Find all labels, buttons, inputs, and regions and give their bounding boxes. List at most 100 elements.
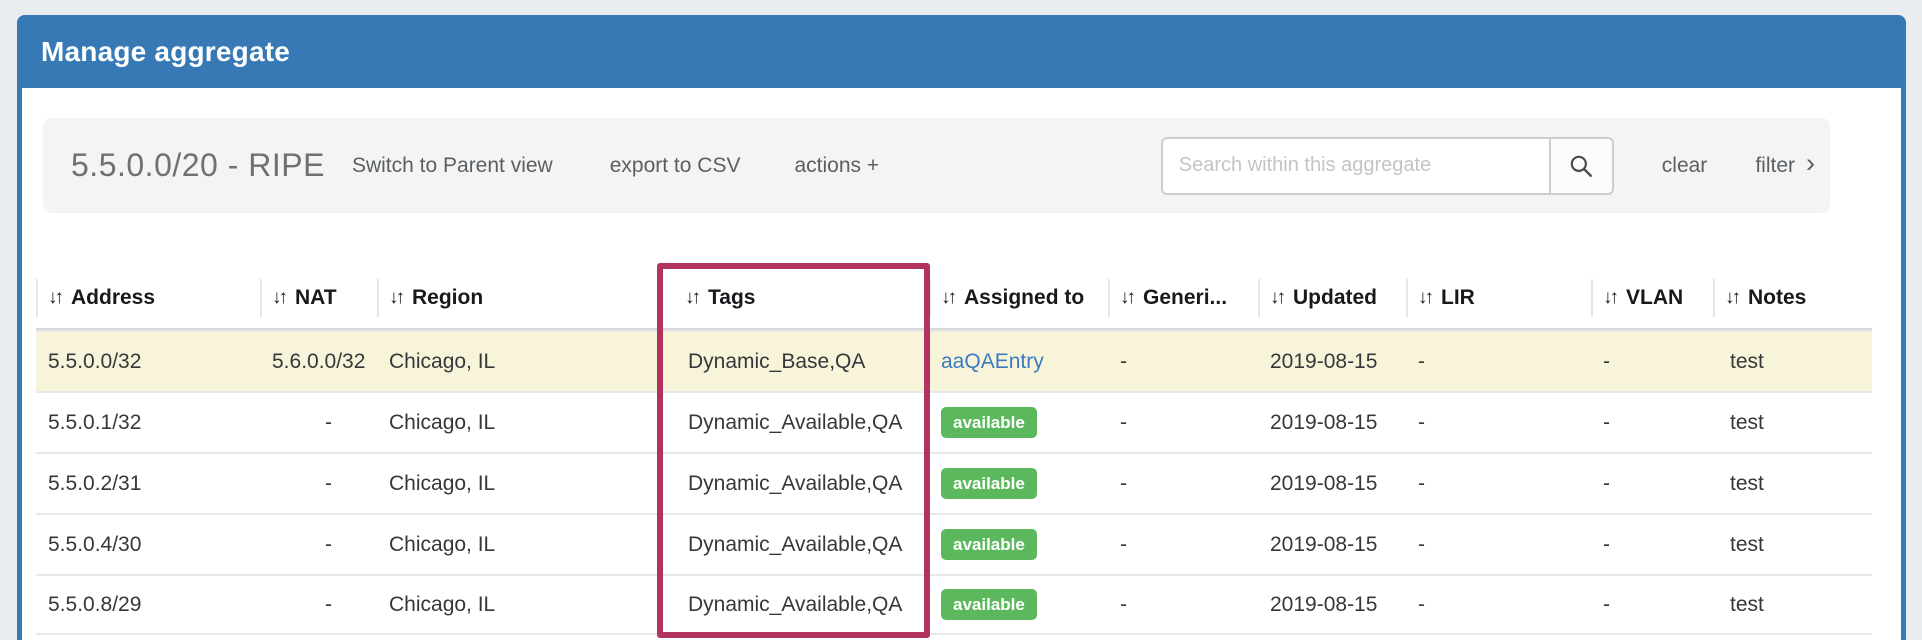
search-button[interactable] bbox=[1550, 136, 1614, 195]
col-header-label: Tags bbox=[708, 286, 756, 309]
panel-header: Manage aggregate bbox=[17, 15, 1906, 88]
page-title: Manage aggregate bbox=[41, 35, 291, 67]
cell-notes: test bbox=[1730, 471, 1764, 495]
col-header-lir[interactable]: ↓↑ LIR bbox=[1406, 268, 1591, 328]
cell-address: 5.5.0.8/29 bbox=[48, 592, 142, 616]
cell-region: Chicago, IL bbox=[389, 532, 496, 556]
cell-vlan: - bbox=[1603, 532, 1610, 556]
col-header-tags[interactable]: ↓↑ Tags bbox=[660, 268, 929, 328]
col-header-generic[interactable]: ↓↑ Generi... bbox=[1108, 268, 1258, 328]
cell-region: Chicago, IL bbox=[389, 349, 496, 373]
table-row[interactable]: 5.5.0.4/30 - Chicago, IL Dynamic_Availab… bbox=[36, 513, 1872, 574]
cell-assigned-to: available bbox=[929, 529, 1108, 560]
cell-generic: - bbox=[1120, 592, 1127, 616]
cell-vlan: - bbox=[1603, 349, 1610, 373]
col-header-nat[interactable]: ↓↑ NAT bbox=[260, 268, 377, 328]
table-row[interactable]: 5.5.0.1/32 - Chicago, IL Dynamic_Availab… bbox=[36, 391, 1872, 452]
sort-icon: ↓↑ bbox=[1120, 287, 1136, 308]
search-icon bbox=[1570, 155, 1593, 177]
chevron-right-icon: › bbox=[1806, 148, 1815, 178]
table-row[interactable]: 5.5.0.0/32 5.6.0.0/32 Chicago, IL Dynami… bbox=[36, 330, 1872, 391]
actions-menu-link[interactable]: actions + bbox=[794, 153, 880, 177]
cell-nat: - bbox=[325, 592, 332, 616]
table-header-row: ↓↑ Address ↓↑ NAT ↓↑ Region ↓↑ Tags ↓↑ Assign… bbox=[36, 268, 1872, 330]
cell-vlan: - bbox=[1603, 592, 1610, 616]
cell-notes: test bbox=[1730, 592, 1764, 616]
sort-icon: ↓↑ bbox=[1418, 287, 1434, 308]
col-header-assigned-to[interactable]: ↓↑ Assigned to bbox=[929, 268, 1108, 328]
sort-icon: ↓↑ bbox=[48, 287, 64, 308]
sort-icon: ↓↑ bbox=[272, 287, 288, 308]
cell-lir: - bbox=[1418, 471, 1425, 495]
sort-icon: ↓↑ bbox=[1603, 287, 1619, 308]
cell-generic: - bbox=[1120, 410, 1127, 434]
sort-icon: ↓↑ bbox=[1270, 287, 1286, 308]
assigned-entry-link[interactable]: aaQAEntry bbox=[941, 349, 1044, 373]
status-badge: available bbox=[941, 407, 1037, 438]
sort-icon: ↓↑ bbox=[941, 287, 957, 308]
filter-label: filter bbox=[1755, 153, 1795, 177]
col-header-region[interactable]: ↓↑ Region bbox=[377, 268, 660, 328]
cell-updated: 2019-08-15 bbox=[1270, 592, 1378, 616]
cell-generic: - bbox=[1120, 532, 1127, 556]
table-row[interactable]: 5.5.0.2/31 - Chicago, IL Dynamic_Availab… bbox=[36, 452, 1872, 513]
cell-assigned-to: available bbox=[929, 407, 1108, 438]
col-header-label: Generi... bbox=[1143, 286, 1228, 309]
cell-updated: 2019-08-15 bbox=[1270, 410, 1378, 434]
cell-tags: Dynamic_Base,QA bbox=[688, 349, 866, 373]
cell-generic: - bbox=[1120, 349, 1127, 373]
cell-assigned-to: available bbox=[929, 468, 1108, 499]
sort-icon: ↓↑ bbox=[685, 287, 701, 308]
cell-region: Chicago, IL bbox=[389, 410, 496, 434]
export-to-csv-link[interactable]: export to CSV bbox=[609, 153, 741, 177]
col-header-label: Notes bbox=[1748, 286, 1807, 309]
cell-address: 5.5.0.2/31 bbox=[48, 471, 142, 495]
cell-region: Chicago, IL bbox=[389, 471, 496, 495]
switch-to-parent-view-link[interactable]: Switch to Parent view bbox=[351, 153, 553, 177]
col-header-label: Assigned to bbox=[964, 286, 1085, 309]
cell-assigned-to: aaQAEntry bbox=[929, 350, 1108, 374]
cell-updated: 2019-08-15 bbox=[1270, 532, 1378, 556]
cell-lir: - bbox=[1418, 532, 1425, 556]
cell-notes: test bbox=[1730, 532, 1764, 556]
filter-link[interactable]: filter › bbox=[1755, 148, 1815, 179]
status-badge: available bbox=[941, 589, 1037, 620]
col-header-updated[interactable]: ↓↑ Updated bbox=[1258, 268, 1406, 328]
clear-link[interactable]: clear bbox=[1661, 153, 1708, 177]
col-header-vlan[interactable]: ↓↑ VLAN bbox=[1591, 268, 1713, 328]
cell-address: 5.5.0.1/32 bbox=[48, 410, 142, 434]
col-header-address[interactable]: ↓↑ Address bbox=[36, 268, 260, 328]
cell-nat: - bbox=[325, 410, 332, 434]
col-header-label: NAT bbox=[295, 286, 337, 309]
col-header-label: LIR bbox=[1441, 286, 1475, 309]
cell-updated: 2019-08-15 bbox=[1270, 471, 1378, 495]
cell-region: Chicago, IL bbox=[389, 592, 496, 616]
col-header-label: Address bbox=[71, 286, 156, 309]
col-header-label: VLAN bbox=[1626, 286, 1684, 309]
aggregate-title: 5.5.0.0/20 - RIPE bbox=[71, 147, 325, 183]
status-badge: available bbox=[941, 468, 1037, 499]
toolbar: 5.5.0.0/20 - RIPE Switch to Parent view … bbox=[43, 118, 1830, 213]
col-header-label: Updated bbox=[1293, 286, 1377, 309]
cell-assigned-to: available bbox=[929, 589, 1108, 620]
aggregate-table: ↓↑ Address ↓↑ NAT ↓↑ Region ↓↑ Tags ↓↑ Assign… bbox=[36, 268, 1872, 635]
table-row[interactable]: 5.5.0.8/29 - Chicago, IL Dynamic_Availab… bbox=[36, 574, 1872, 635]
cell-updated: 2019-08-15 bbox=[1270, 349, 1378, 373]
sort-icon: ↓↑ bbox=[389, 287, 405, 308]
cell-notes: test bbox=[1730, 410, 1764, 434]
search-input[interactable] bbox=[1160, 136, 1551, 195]
cell-lir: - bbox=[1418, 349, 1425, 373]
cell-notes: test bbox=[1730, 349, 1764, 373]
cell-tags: Dynamic_Available,QA bbox=[688, 410, 903, 434]
col-header-notes[interactable]: ↓↑ Notes bbox=[1713, 268, 1872, 328]
sort-icon: ↓↑ bbox=[1725, 287, 1741, 308]
cell-nat: - bbox=[325, 532, 332, 556]
cell-nat: - bbox=[325, 471, 332, 495]
cell-lir: - bbox=[1418, 410, 1425, 434]
cell-generic: - bbox=[1120, 471, 1127, 495]
cell-tags: Dynamic_Available,QA bbox=[688, 471, 903, 495]
cell-nat: 5.6.0.0/32 bbox=[272, 349, 366, 373]
cell-address: 5.5.0.0/32 bbox=[48, 349, 142, 373]
cell-vlan: - bbox=[1603, 410, 1610, 434]
